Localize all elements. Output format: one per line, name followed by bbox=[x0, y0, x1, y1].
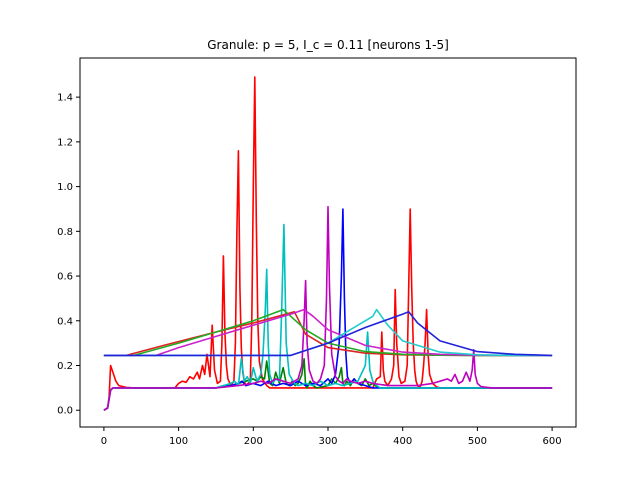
x-tick-label: 400 bbox=[393, 436, 412, 447]
series-line bbox=[103, 310, 553, 357]
y-tick-label: 0.8 bbox=[57, 227, 73, 238]
x-tick-label: 300 bbox=[318, 436, 337, 447]
x-tick-label: 600 bbox=[543, 436, 562, 447]
series-line bbox=[103, 308, 553, 357]
y-tick-label: 0.4 bbox=[57, 316, 73, 327]
x-tick-label: 0 bbox=[101, 436, 107, 447]
y-tick-label: 0.2 bbox=[57, 361, 73, 372]
y-axis: 0.0 0.2 0.4 0.6 0.8 1.0 1.2 1.4 bbox=[57, 93, 80, 417]
y-tick-label: 1.0 bbox=[57, 182, 73, 193]
x-tick-label: 500 bbox=[468, 436, 487, 447]
x-tick-label: 100 bbox=[169, 436, 188, 447]
y-tick-label: 0.6 bbox=[57, 272, 73, 283]
series-layer bbox=[103, 76, 553, 411]
series-line bbox=[103, 205, 553, 411]
y-tick-label: 1.4 bbox=[57, 93, 73, 104]
y-tick-label: 0.0 bbox=[57, 406, 73, 417]
y-tick-label: 1.2 bbox=[57, 137, 73, 148]
chart-title: Granule: p = 5, I_c = 0.11 [neurons 1-5] bbox=[207, 38, 449, 52]
x-axis: 0 100 200 300 400 500 600 bbox=[101, 427, 562, 447]
x-tick-label: 200 bbox=[244, 436, 263, 447]
